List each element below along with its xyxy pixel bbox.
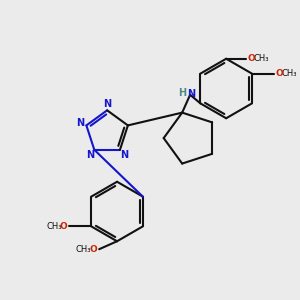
Text: CH₃: CH₃ xyxy=(46,222,62,231)
Text: O: O xyxy=(60,222,68,231)
Text: CH₃: CH₃ xyxy=(282,69,297,78)
Text: CH₃: CH₃ xyxy=(254,54,269,63)
Text: N: N xyxy=(120,150,128,160)
Text: CH₃: CH₃ xyxy=(76,245,91,254)
Text: H: H xyxy=(178,88,186,98)
Text: N: N xyxy=(86,150,94,160)
Text: O: O xyxy=(276,69,283,78)
Text: N: N xyxy=(103,99,111,109)
Text: N: N xyxy=(187,89,195,99)
Text: O: O xyxy=(89,245,97,254)
Text: N: N xyxy=(76,118,84,128)
Text: O: O xyxy=(248,54,256,63)
